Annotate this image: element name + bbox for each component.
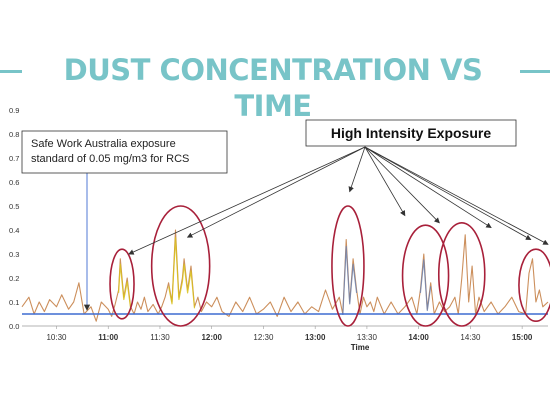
x-tick-label: 10:30 (46, 333, 67, 342)
annotation-arrows (83, 146, 549, 311)
x-tick-label: 11:30 (150, 333, 170, 342)
x-tick-label: 12:00 (201, 333, 222, 342)
y-tick-label: 0.8 (9, 130, 19, 139)
page-title: DUST CONCENTRATION VS TIME (63, 53, 483, 123)
highlight-ellipse (331, 205, 365, 327)
annotation-arrow (186, 146, 366, 238)
x-axis: 10:30 11:00 11:30 12:00 12:30 13:00 13:30 14:00… (22, 325, 548, 342)
highlight-ellipse (109, 248, 135, 320)
highlight-ellipse (518, 248, 550, 322)
highlight-ellipses (109, 205, 550, 327)
y-tick-label: 0.4 (9, 226, 19, 235)
annotation-arrow (364, 146, 440, 224)
y-tick-label: 0.2 (9, 274, 19, 283)
x-tick-label: 12:30 (253, 333, 274, 342)
y-tick-label: 0.6 (9, 178, 19, 187)
y-axis: 0.0 0.1 0.2 0.3 0.4 0.5 0.6 0.7 0.8 0.9 (9, 106, 19, 331)
series-overlay-blue-2 (419, 259, 432, 312)
annotation-arrow (364, 146, 406, 217)
series-overlay-yellow-2 (168, 237, 196, 309)
y-tick-label: 0.9 (9, 106, 19, 115)
x-tick-label: 11:00 (98, 333, 119, 342)
series-overlay-blue-1 (342, 245, 358, 316)
series-layer (21, 229, 549, 322)
x-tick-label: 14:00 (408, 333, 429, 342)
annotation-arrow (128, 146, 366, 255)
high-intensity-label-box (305, 119, 517, 147)
x-tick-label: 13:30 (357, 333, 378, 342)
standard-note-box (21, 130, 228, 174)
standard-note-text: Safe Work Australia exposure standard of … (31, 138, 189, 165)
series-overlay-yellow-1 (118, 263, 132, 309)
x-tick-label: 14:30 (460, 333, 481, 342)
series-line-dust (21, 229, 549, 322)
x-tick-label: 15:00 (512, 333, 533, 342)
high-intensity-label: High Intensity Exposure (331, 125, 491, 141)
y-tick-label: 0.0 (9, 322, 19, 331)
annotation-arrow (348, 146, 366, 193)
annotation-arrow (364, 146, 492, 229)
x-tick-label: 13:00 (305, 333, 326, 342)
title-rule-left (0, 70, 22, 73)
y-tick-label: 0.3 (9, 250, 19, 259)
x-axis-label: Time (351, 343, 370, 352)
title-banner: DUST CONCENTRATION VS TIME (0, 48, 550, 123)
highlight-ellipse (401, 224, 450, 327)
y-tick-label: 0.1 (9, 298, 19, 307)
annotation-arrow (364, 146, 549, 245)
title-rule-right (520, 70, 550, 73)
y-tick-label: 0.5 (9, 202, 19, 211)
annotation-arrow (364, 146, 532, 240)
highlight-ellipse (437, 221, 486, 327)
y-tick-label: 0.7 (9, 154, 19, 163)
highlight-ellipse (150, 205, 211, 327)
